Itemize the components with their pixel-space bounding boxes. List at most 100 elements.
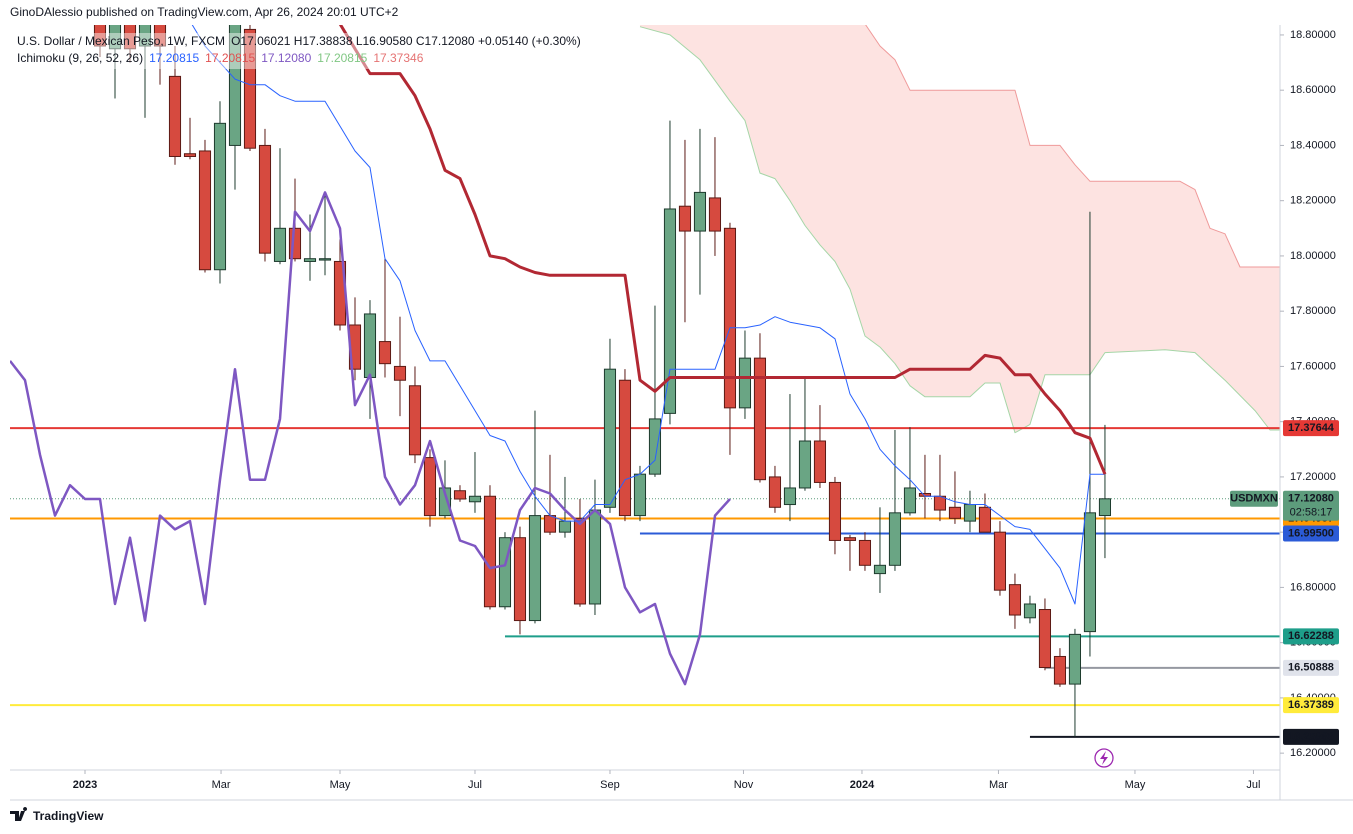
publisher-header: GinoDAlessio published on TradingView.co… bbox=[10, 5, 399, 19]
candle-body bbox=[678, 205, 692, 232]
replay-icon[interactable] bbox=[1094, 748, 1114, 768]
level-label: 16.62288 bbox=[1288, 630, 1334, 642]
candle-body bbox=[183, 153, 197, 157]
symbol-tag: USDMXN bbox=[1230, 493, 1278, 505]
candle-body bbox=[543, 515, 557, 533]
candle-body bbox=[513, 537, 527, 622]
level-label: 16.25886 bbox=[1288, 731, 1334, 743]
candle-body bbox=[528, 515, 542, 622]
candle-body bbox=[393, 365, 407, 381]
level-label-bg bbox=[1283, 525, 1339, 542]
candle-body bbox=[423, 457, 437, 517]
candle-body bbox=[1083, 512, 1097, 633]
candle-body bbox=[213, 122, 227, 271]
candle-body bbox=[453, 490, 467, 500]
symbol-tag-bg bbox=[1230, 490, 1278, 507]
axes-layer: 18.80000 18.60000 18.40000 18.20000 18.00000… bbox=[73, 29, 1339, 791]
candle-body bbox=[858, 539, 872, 566]
x-tick-label: 2024 bbox=[850, 779, 875, 791]
level-label-bg bbox=[1283, 728, 1339, 745]
candle-body bbox=[1098, 498, 1112, 517]
candle-body bbox=[618, 379, 632, 517]
lines-layer bbox=[10, 25, 1107, 686]
icon-bolt bbox=[1100, 751, 1108, 765]
candle-body bbox=[153, 25, 167, 47]
candle-body bbox=[798, 440, 812, 489]
indicator-line bbox=[338, 25, 1107, 475]
candle-body bbox=[498, 537, 512, 608]
candle-body bbox=[243, 28, 257, 149]
candle-body bbox=[948, 506, 962, 519]
legend: U.S. Dollar / Mexican Peso, 1W, FXCM O17.… bbox=[14, 33, 594, 69]
y-tick-label: 17.20000 bbox=[1290, 471, 1336, 483]
x-tick-label: Jul bbox=[1246, 779, 1260, 791]
level-label-bg bbox=[1283, 628, 1339, 645]
symbol-text: U.S. Dollar / Mexican Peso, 1W, FXCM bbox=[17, 34, 225, 48]
candle-body bbox=[738, 357, 752, 409]
candle-body bbox=[198, 150, 212, 271]
indicator-readout: 17.12080 bbox=[261, 51, 311, 65]
candle-body bbox=[723, 227, 737, 409]
candle-body bbox=[108, 25, 122, 50]
cloud-layer bbox=[639, 25, 1280, 434]
cloud-fill bbox=[639, 25, 1280, 433]
candle-body bbox=[1068, 633, 1082, 685]
level-label-bg bbox=[1283, 697, 1339, 714]
candle-body bbox=[828, 481, 842, 541]
candle-body bbox=[1053, 655, 1067, 685]
candle-body bbox=[228, 25, 242, 146]
candle-body bbox=[933, 495, 947, 511]
levels-layer bbox=[10, 427, 1280, 738]
y-tick-label: 18.60000 bbox=[1290, 84, 1336, 96]
footer: TradingView bbox=[10, 807, 104, 823]
candle-body bbox=[708, 197, 722, 232]
indicator-readout: 17.37346 bbox=[373, 51, 423, 65]
candle-body bbox=[1008, 584, 1022, 616]
y-tick-label: 18.40000 bbox=[1290, 139, 1336, 151]
level-label: 16.99500 bbox=[1288, 527, 1334, 539]
candle-body bbox=[963, 504, 977, 522]
indicator-readout: 17.20815 bbox=[205, 51, 255, 65]
candles-layer bbox=[93, 25, 1112, 737]
candle-body bbox=[888, 512, 902, 566]
candle-body bbox=[873, 564, 887, 575]
candle-body bbox=[783, 487, 797, 506]
candle-body bbox=[273, 227, 287, 262]
candle-body bbox=[258, 144, 272, 254]
candle-body bbox=[483, 495, 497, 608]
candle-body bbox=[978, 506, 992, 533]
x-tick-label: May bbox=[330, 779, 351, 791]
candle-body bbox=[363, 313, 377, 378]
candle-body bbox=[438, 487, 452, 517]
candle-body bbox=[573, 517, 587, 605]
candle-body bbox=[768, 476, 782, 508]
indicator-line bbox=[191, 25, 1105, 605]
candle-body bbox=[588, 509, 602, 605]
cloud-span-a bbox=[639, 26, 1280, 434]
x-tick-label: Nov bbox=[734, 779, 754, 791]
x-tick-label: Mar bbox=[212, 779, 231, 791]
candle-body bbox=[663, 208, 677, 414]
plot-area bbox=[10, 25, 1280, 738]
y-tick-label: 16.20000 bbox=[1290, 747, 1336, 759]
candle-body bbox=[378, 341, 392, 365]
candle-body bbox=[993, 531, 1007, 591]
last-price-label: 17.12080 bbox=[1288, 493, 1334, 505]
y-tick-label: 17.60000 bbox=[1290, 360, 1336, 372]
candle-body bbox=[558, 520, 572, 533]
candle-body bbox=[603, 368, 617, 508]
candle-body bbox=[903, 487, 917, 514]
y-tick-label: 18.80000 bbox=[1290, 29, 1336, 41]
x-tick-label: Jul bbox=[468, 779, 482, 791]
legend-symbol: U.S. Dollar / Mexican Peso, 1W, FXCM O17.… bbox=[17, 34, 581, 48]
candle-body bbox=[168, 75, 182, 157]
candle-body bbox=[753, 357, 767, 481]
candle-body bbox=[318, 258, 332, 261]
indicator-name: Ichimoku (9, 26, 52, 26) bbox=[17, 51, 143, 65]
y-tick-label: 17.80000 bbox=[1290, 305, 1336, 317]
candle-body bbox=[303, 258, 317, 262]
indicator-readout: 17.20815 bbox=[317, 51, 367, 65]
level-label: 16.37389 bbox=[1288, 699, 1334, 711]
